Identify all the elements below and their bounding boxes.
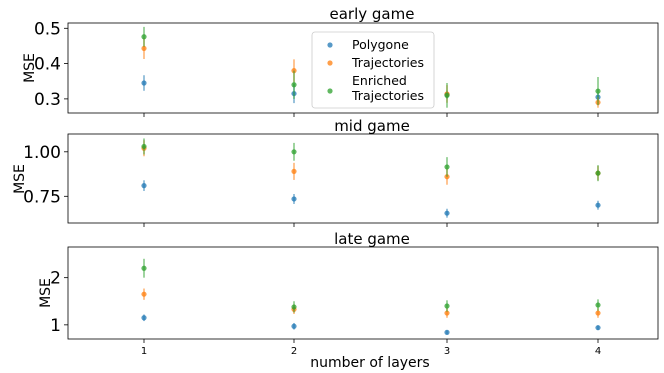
ytick-label: 1.00	[23, 143, 61, 163]
data-point	[444, 310, 450, 316]
xtick-label: 3	[444, 346, 450, 357]
data-point	[291, 196, 297, 202]
data-point	[291, 149, 297, 155]
panel-title-late: late game	[334, 230, 410, 248]
data-point	[444, 303, 450, 309]
legend: Polygone Trajectories Enriched Trajectori…	[311, 31, 435, 109]
ytick-label: 1	[50, 316, 61, 336]
xtick-label: 1	[141, 346, 147, 357]
data-point	[595, 88, 601, 94]
ylabel-early: MSE	[22, 53, 38, 83]
data-point	[141, 183, 147, 189]
panel-frame-mid	[67, 133, 659, 224]
legend-box	[311, 31, 435, 109]
legend-label-polygone: Polygone	[352, 37, 409, 52]
legend-label-enriched-trajectories: Enriched Trajectories	[351, 73, 424, 103]
ylabel-mid: MSE	[12, 164, 28, 194]
data-point	[141, 291, 147, 297]
data-point	[291, 82, 297, 88]
panel-frame-early	[67, 22, 659, 114]
legend-marker-enriched-trajectories	[327, 88, 333, 94]
ylabel-late: MSE	[38, 278, 54, 308]
data-point	[444, 164, 450, 170]
data-point	[595, 310, 601, 316]
data-point	[595, 325, 601, 331]
data-point	[291, 304, 297, 310]
data-point	[444, 329, 450, 335]
data-point	[291, 323, 297, 329]
data-point	[141, 315, 147, 321]
panel-frame-late	[67, 246, 659, 340]
ytick-label: 0.75	[23, 187, 61, 207]
xtick-label: 4	[595, 346, 601, 357]
panel-title-early: early game	[330, 5, 415, 23]
legend-marker-trajectories	[327, 60, 333, 66]
data-point	[595, 302, 601, 308]
panel-title-mid: mid game	[334, 117, 410, 135]
data-point	[444, 210, 450, 216]
data-point	[141, 45, 147, 52]
data-point	[141, 34, 147, 40]
legend-label-trajectories: Trajectories	[351, 55, 424, 70]
data-point	[141, 265, 147, 271]
data-point	[595, 202, 601, 208]
data-point	[291, 168, 297, 174]
ytick-label: 0.3	[34, 90, 61, 110]
data-point	[141, 143, 147, 150]
ytick-label: 0.4	[34, 55, 61, 75]
xtick-label: 2	[291, 346, 297, 357]
data-point	[444, 92, 450, 98]
legend-marker-polygone	[327, 42, 333, 48]
chart-marks: 0.3 0.4 0.5 0.75 1.00 1 2 1 2 3 4	[23, 19, 601, 357]
ytick-label: 0.5	[34, 19, 61, 39]
data-point	[595, 170, 601, 176]
ytick-label: 2	[50, 269, 61, 289]
xlabel: number of layers	[310, 355, 429, 371]
data-point	[141, 80, 147, 86]
